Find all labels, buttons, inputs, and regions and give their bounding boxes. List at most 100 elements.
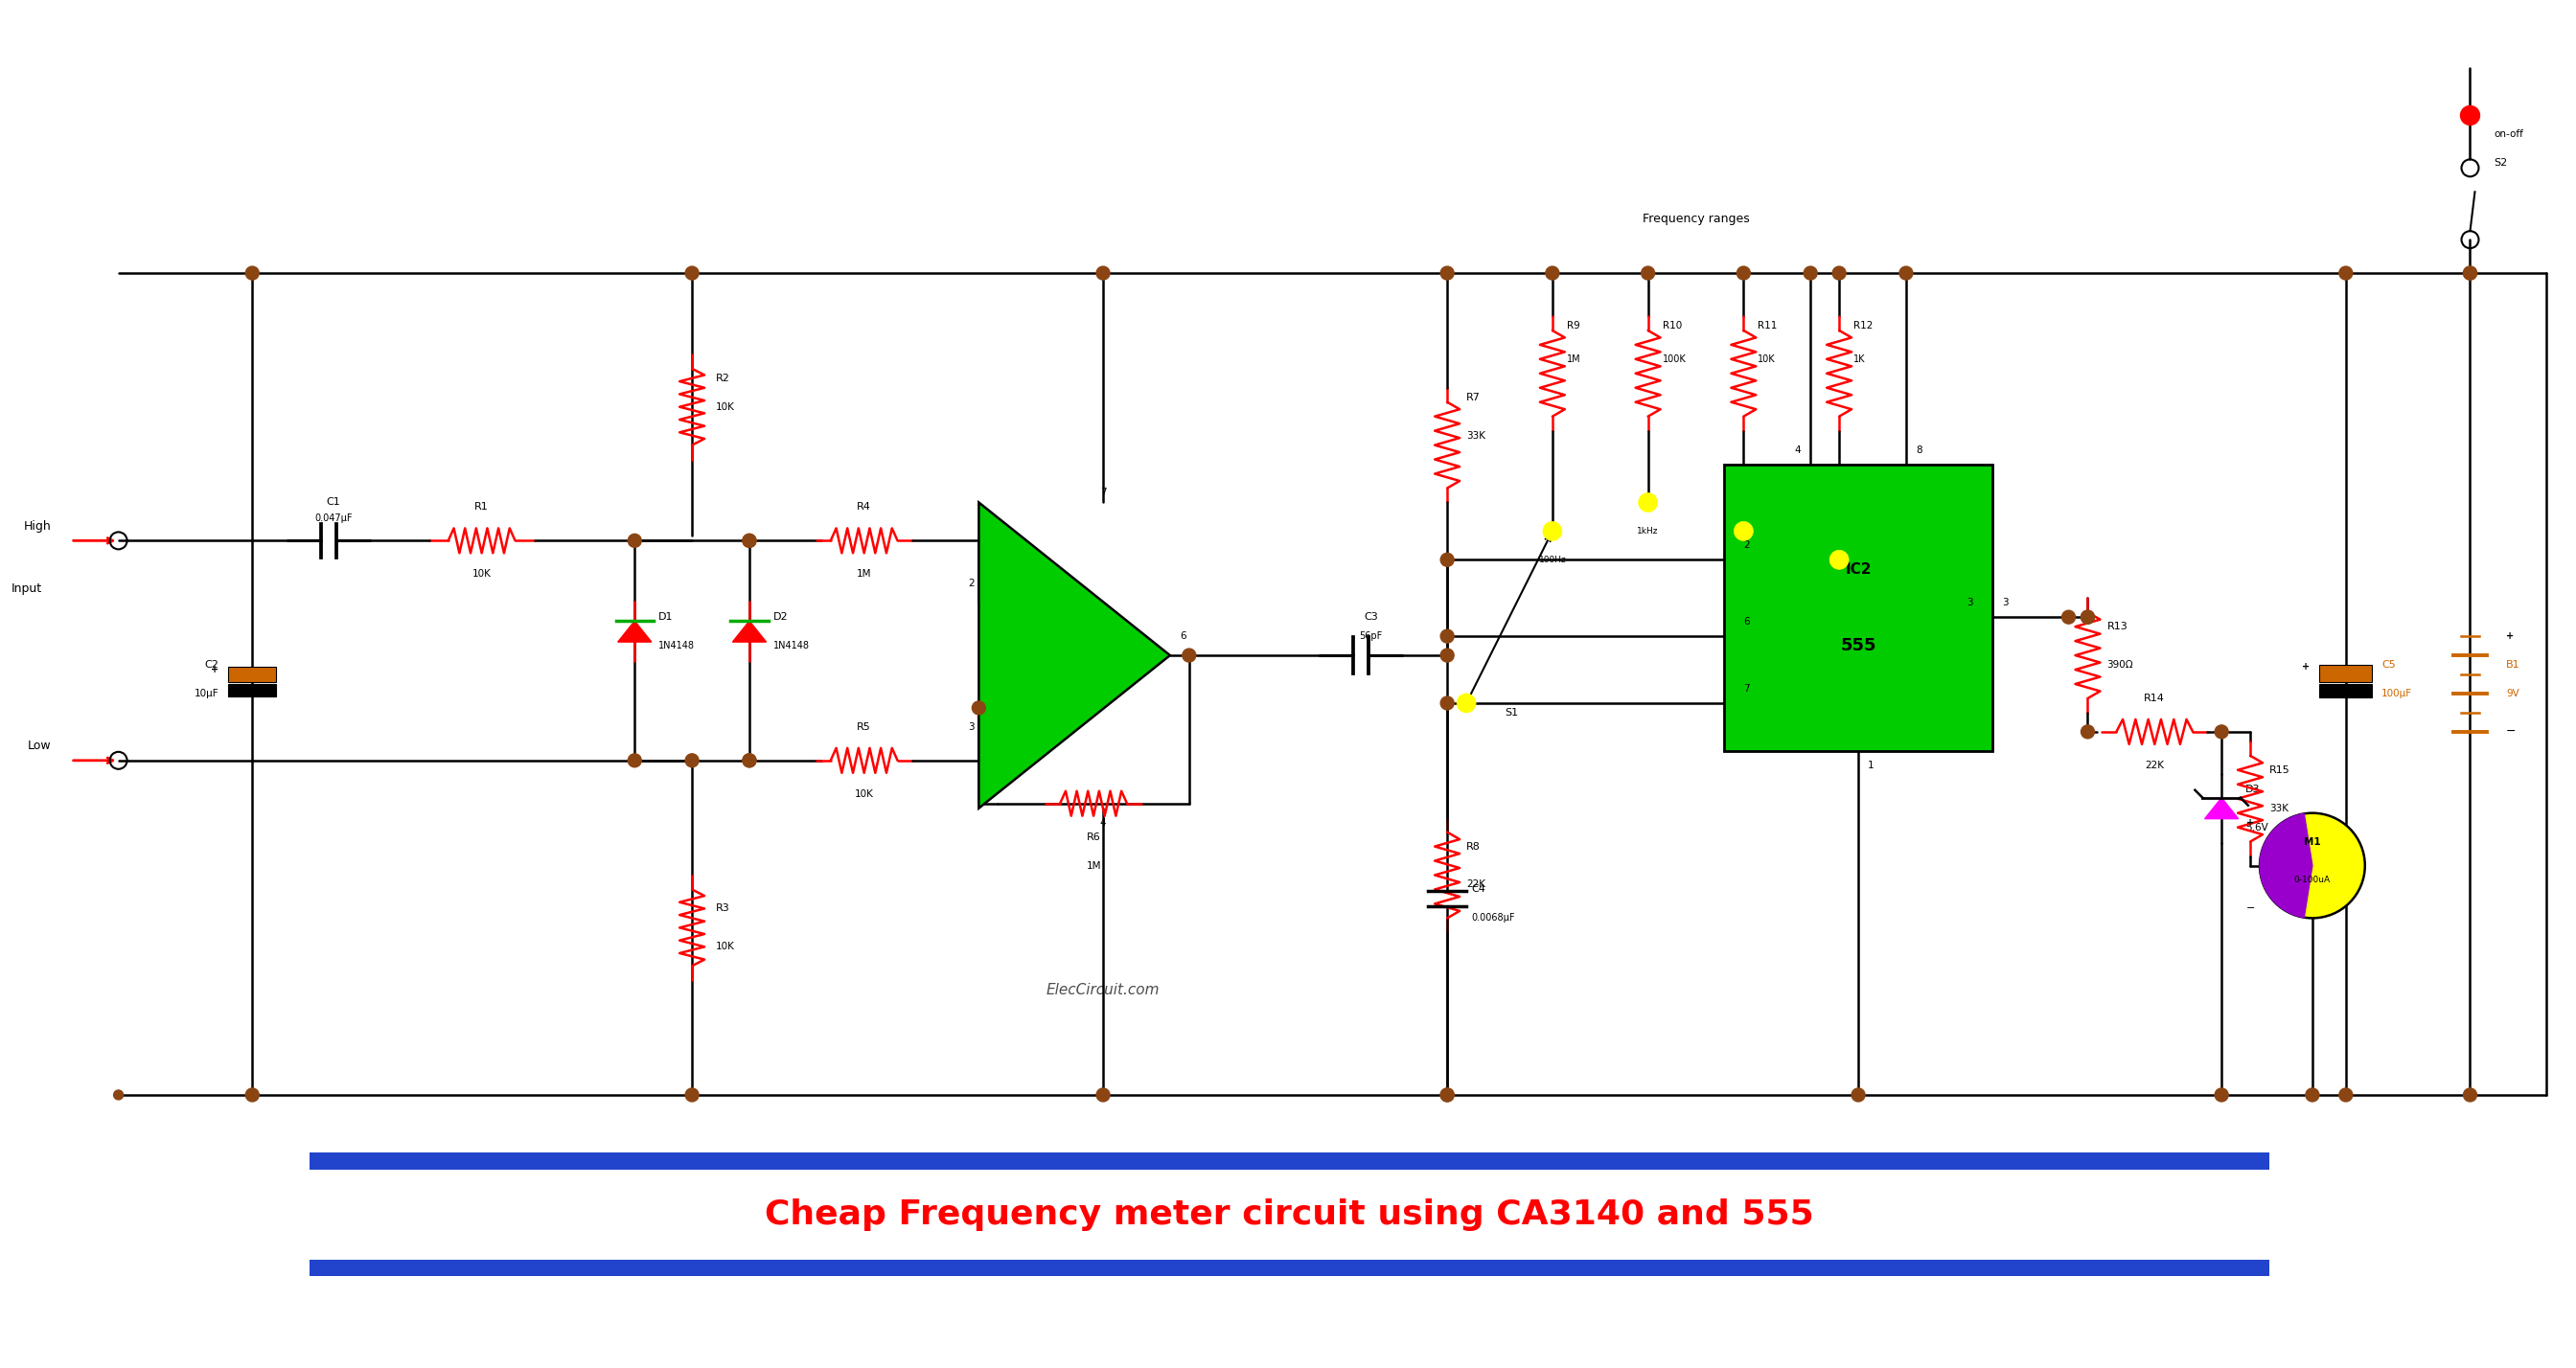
Text: R14: R14: [2143, 694, 2164, 703]
Bar: [2318, 684, 2372, 698]
Circle shape: [1546, 267, 1558, 280]
Circle shape: [685, 754, 698, 767]
Text: ElecCircuit.com: ElecCircuit.com: [1046, 982, 1159, 997]
Bar: [309, 1152, 2269, 1170]
Circle shape: [113, 1090, 124, 1100]
Text: 390Ω: 390Ω: [2107, 661, 2133, 670]
Text: 2: 2: [969, 579, 974, 588]
Text: D1: D1: [659, 613, 672, 622]
Text: 1: 1: [1868, 761, 1875, 770]
Text: 1kHz: 1kHz: [1638, 527, 1659, 535]
Text: 33K: 33K: [1466, 431, 1486, 440]
Text: 3: 3: [2002, 598, 2009, 607]
Circle shape: [1899, 267, 1914, 280]
Circle shape: [2081, 610, 2094, 624]
Text: R1: R1: [474, 502, 489, 512]
Text: R13: R13: [2107, 622, 2128, 632]
Text: C3: C3: [1363, 613, 1378, 622]
Polygon shape: [979, 502, 1170, 808]
Text: C2: C2: [204, 661, 219, 670]
Text: D3: D3: [2246, 784, 2259, 793]
Bar: [309, 1152, 2269, 1276]
Text: −: −: [2246, 904, 2254, 914]
Circle shape: [1852, 1088, 1865, 1101]
Text: R10: R10: [1662, 321, 1682, 331]
Bar: [309, 1260, 2269, 1276]
Text: Low: Low: [28, 740, 52, 752]
Circle shape: [2259, 813, 2365, 918]
Text: 0.0068μF: 0.0068μF: [1471, 914, 1515, 923]
Bar: [229, 666, 276, 683]
Circle shape: [2463, 267, 2476, 280]
Circle shape: [629, 534, 641, 547]
Bar: [229, 684, 276, 696]
Text: S2: S2: [2494, 159, 2506, 168]
Text: C5: C5: [2383, 661, 2396, 670]
Circle shape: [1440, 267, 1453, 280]
Circle shape: [1641, 267, 1654, 280]
Text: Frequency ranges: Frequency ranges: [1643, 213, 1749, 226]
Circle shape: [742, 534, 757, 547]
Text: 100μF: 100μF: [2383, 688, 2414, 698]
Text: Cheap Frequency meter circuit using CA3140 and 555: Cheap Frequency meter circuit using CA31…: [765, 1198, 1814, 1231]
Circle shape: [629, 754, 641, 767]
Circle shape: [685, 1088, 698, 1101]
Text: +: +: [2506, 632, 2514, 642]
Text: +: +: [2303, 662, 2311, 672]
Text: 10K: 10K: [716, 943, 734, 952]
Text: 9V: 9V: [2506, 688, 2519, 698]
Circle shape: [1440, 553, 1453, 566]
Circle shape: [2306, 1088, 2318, 1101]
Polygon shape: [732, 621, 765, 642]
Text: 33K: 33K: [2269, 803, 2287, 813]
Text: 1N4148: 1N4148: [773, 642, 809, 651]
Circle shape: [971, 702, 987, 714]
Text: 7: 7: [1744, 684, 1749, 694]
Text: 10K: 10K: [471, 569, 492, 579]
Bar: [2318, 665, 2372, 683]
Text: R15: R15: [2269, 765, 2290, 774]
Text: R3: R3: [716, 904, 729, 914]
Text: 1K: 1K: [1855, 354, 1865, 364]
Text: CA3140: CA3140: [1043, 679, 1087, 689]
Bar: [1723, 464, 1991, 751]
Text: R2: R2: [716, 373, 729, 383]
Circle shape: [2339, 267, 2352, 280]
Circle shape: [2215, 725, 2228, 739]
Text: +: +: [1002, 594, 1015, 607]
Text: 6: 6: [1180, 632, 1185, 642]
Circle shape: [1734, 521, 1754, 540]
Text: B1: B1: [2506, 661, 2519, 670]
Text: 10K: 10K: [1757, 354, 1775, 364]
Text: 2: 2: [1744, 540, 1749, 550]
Text: R5: R5: [858, 722, 871, 732]
Text: 22K: 22K: [1466, 880, 1486, 889]
Polygon shape: [2205, 798, 2239, 818]
Text: IC2: IC2: [1844, 562, 1870, 576]
Circle shape: [1543, 521, 1561, 540]
Text: Input: Input: [10, 583, 41, 595]
Circle shape: [2081, 725, 2094, 739]
Circle shape: [1440, 696, 1453, 710]
Text: 1M: 1M: [1087, 860, 1100, 870]
Text: 4: 4: [1795, 445, 1801, 454]
Circle shape: [2339, 1088, 2352, 1101]
Text: R4: R4: [858, 502, 871, 512]
Circle shape: [245, 1088, 260, 1101]
Text: R8: R8: [1466, 841, 1481, 851]
Circle shape: [685, 267, 698, 280]
Circle shape: [1440, 1088, 1453, 1101]
Circle shape: [1440, 629, 1453, 643]
Text: 5.6V: 5.6V: [2246, 822, 2269, 832]
Text: R11: R11: [1757, 321, 1777, 331]
Text: 6: 6: [1744, 617, 1749, 627]
Text: 0-100uA: 0-100uA: [2295, 876, 2331, 884]
Circle shape: [1736, 267, 1749, 280]
Circle shape: [2215, 1088, 2228, 1101]
Text: R6: R6: [1087, 832, 1100, 841]
Text: S1: S1: [1504, 707, 1517, 717]
Text: 4: 4: [1100, 818, 1105, 828]
Polygon shape: [2259, 814, 2313, 918]
Circle shape: [742, 534, 757, 547]
Text: 1N4148: 1N4148: [659, 642, 696, 651]
